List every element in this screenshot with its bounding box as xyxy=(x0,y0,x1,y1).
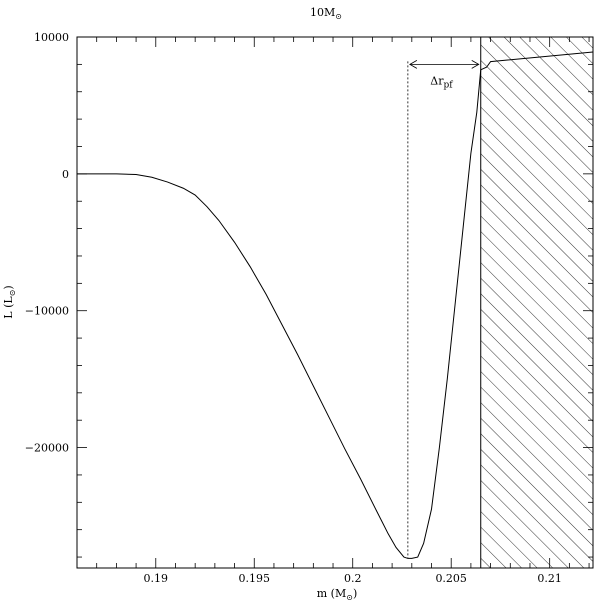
x-tick-labels: 0.19 0.195 0.2 0.205 0.21 xyxy=(144,572,562,585)
series-line-luminosity xyxy=(77,51,593,559)
x-tick-label: 0.195 xyxy=(239,572,271,585)
y-axis-label: L (L⊙) xyxy=(2,285,17,318)
x-tick-label: 0.19 xyxy=(144,572,169,585)
delta-r-label: Δrpf xyxy=(430,74,453,90)
delta-r-arrow xyxy=(409,60,480,69)
y-tick-label: 0 xyxy=(62,168,69,181)
y-tick-label: −20000 xyxy=(25,442,69,455)
x-tick-label: 0.2 xyxy=(344,572,362,585)
arrow-head-right xyxy=(471,60,480,69)
y-tick-label: −10000 xyxy=(25,305,69,318)
x-tick-label: 0.205 xyxy=(435,572,467,585)
x-tick-label: 0.21 xyxy=(537,572,562,585)
plot-frame xyxy=(76,36,594,569)
arrow-head-left xyxy=(409,60,418,69)
y-tick-labels: −20000 −10000 0 10000 xyxy=(25,31,69,455)
axis-ticks xyxy=(77,36,593,568)
hatched-region xyxy=(480,37,593,568)
chart-title: 10M⊙ xyxy=(310,6,342,21)
y-tick-label: 10000 xyxy=(34,31,69,44)
x-axis-label: m (M⊙) xyxy=(317,587,357,602)
